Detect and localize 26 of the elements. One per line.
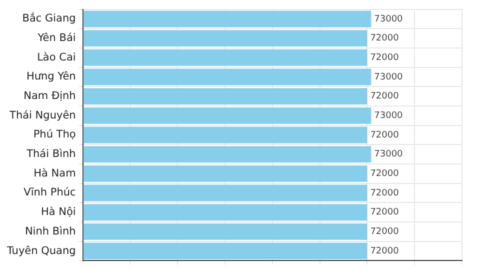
y-tick-label: Phú Thọ	[33, 128, 76, 141]
y-tick-label: Hà Nam	[34, 167, 76, 180]
y-tick-label: Yên Bái	[36, 32, 76, 44]
data-label: 72000	[370, 169, 400, 180]
data-label: 73000	[374, 111, 404, 122]
y-tick-label: Nam Định	[24, 90, 76, 102]
y-tick-label: Hà Nội	[40, 206, 76, 218]
data-label: 72000	[370, 227, 400, 238]
data-label: 72000	[370, 208, 400, 218]
data-label: 72000	[370, 92, 400, 102]
y-tick-label: Thái Bình	[26, 148, 76, 160]
data-label: 72000	[370, 188, 400, 198]
data-label: 72000	[370, 34, 400, 44]
y-tick-label: Hưng Yên	[26, 70, 76, 83]
data-label: 73000	[374, 14, 404, 24]
data-label: 73000	[374, 150, 404, 160]
data-label: 72000	[370, 246, 400, 256]
data-label: 72000	[370, 130, 400, 140]
y-tick-label: Bắc Giang	[22, 12, 76, 25]
y-tick-label: Vĩnh Phúc	[24, 186, 76, 199]
y-tick-label: Ninh Bình	[24, 225, 76, 238]
y-tick-label: Lào Cai	[37, 51, 76, 64]
data-label: 72000	[370, 52, 400, 63]
data-label: 73000	[374, 72, 404, 82]
y-tick-label: Tuyên Quang	[6, 244, 76, 257]
y-tick-label: Thái Nguyên	[8, 109, 76, 122]
